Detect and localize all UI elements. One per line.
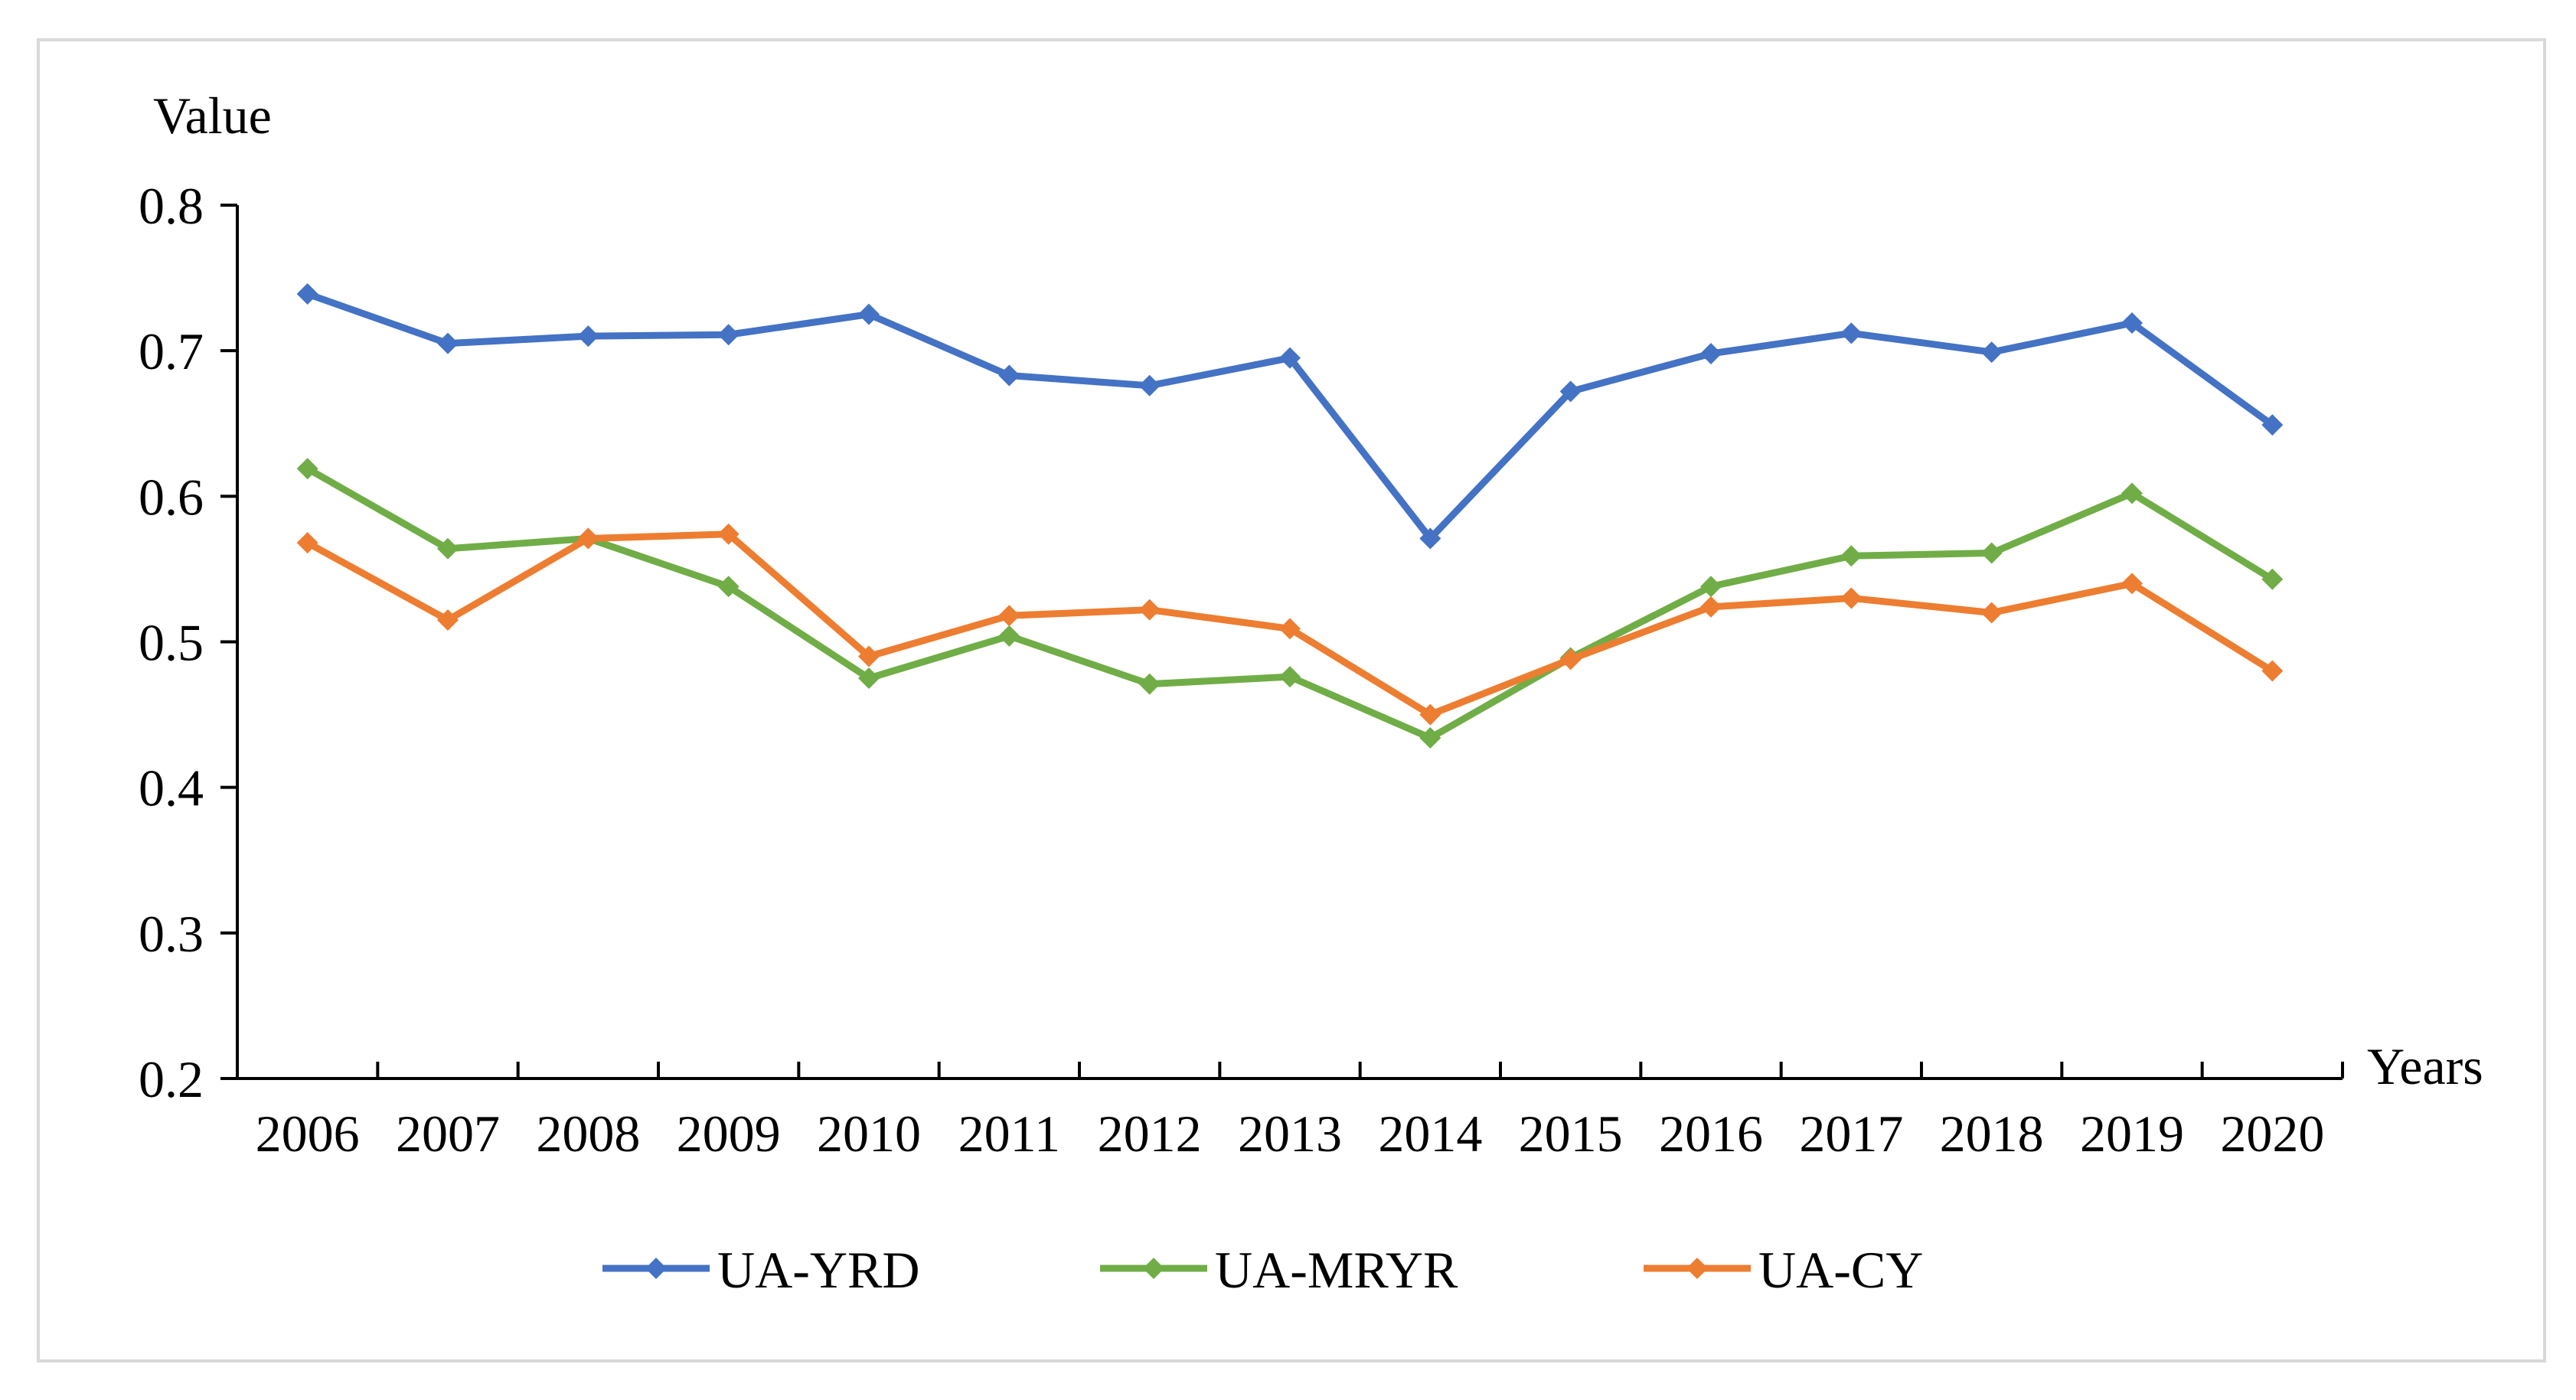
data-point-ua-cy-2008 (577, 527, 599, 550)
data-point-ua-yrd-2009 (717, 324, 739, 346)
data-point-ua-mryr-2017 (1840, 545, 1863, 567)
data-point-ua-cy-2010 (858, 645, 880, 667)
y-tick-label: 0.7 (139, 322, 204, 380)
data-point-ua-yrd-2014 (1419, 527, 1441, 550)
data-point-ua-yrd-2010 (858, 303, 880, 325)
series-line-ua-yrd (306, 290, 2274, 542)
x-axis-title: Years (2367, 1037, 2483, 1095)
data-point-ua-mryr-2007 (437, 537, 459, 560)
y-tick-label: 0.5 (139, 614, 204, 672)
data-point-ua-cy-2006 (296, 532, 318, 554)
series-ua-yrd (296, 283, 2284, 550)
data-point-ua-cy-2020 (2261, 660, 2284, 682)
data-point-ua-mryr-2020 (2261, 568, 2284, 590)
axes: 0.2 0.3 0.4 0.5 0.6 0.7 0.8 2006 2007 2008 2009 201… (139, 86, 2483, 1163)
data-point-ua-mryr-2012 (1138, 673, 1161, 695)
line-chart: 0.2 0.3 0.4 0.5 0.6 0.7 0.8 2006 2007 2008 2009 201… (139, 86, 2483, 1299)
x-tick-label-2008: 2008 (536, 1105, 640, 1163)
data-point-ua-mryr-2014 (1419, 727, 1441, 749)
y-tick-label: 0.3 (139, 905, 204, 963)
data-point-ua-yrd-2016 (1700, 342, 1722, 364)
legend-swatch-marker (1686, 1258, 1708, 1279)
data-point-ua-yrd-2019 (2121, 312, 2143, 334)
data-point-ua-cy-2013 (1279, 618, 1301, 640)
x-tick-label-2012: 2012 (1098, 1105, 1202, 1163)
x-tick-label-2006: 2006 (256, 1105, 360, 1163)
series-ua-cy (296, 523, 2284, 726)
series-ua-mryr (296, 458, 2284, 749)
x-tick-label-2009: 2009 (677, 1105, 781, 1163)
data-point-ua-yrd-2015 (1559, 380, 1582, 403)
data-point-ua-yrd-2008 (577, 325, 599, 348)
chart-frame: 0.2 0.3 0.4 0.5 0.6 0.7 0.8 2006 2007 2008 2009 201… (37, 38, 2546, 1362)
legend-label: UA-YRD (717, 1241, 919, 1299)
data-point-ua-yrd-2012 (1138, 374, 1161, 397)
x-tick-label-2018: 2018 (1940, 1105, 2044, 1163)
data-point-ua-mryr-2019 (2121, 482, 2143, 504)
data-point-ua-cy-2007 (437, 609, 459, 631)
x-tick-label-2010: 2010 (817, 1105, 921, 1163)
data-point-ua-cy-2015 (1559, 648, 1582, 671)
data-point-ua-yrd-2020 (2261, 414, 2284, 436)
data-point-ua-cy-2018 (1980, 602, 2003, 624)
data-point-ua-yrd-2017 (1840, 322, 1863, 344)
legend-item-ua-cy: UA-CY (1644, 1241, 1923, 1299)
x-tick-label-2019: 2019 (2080, 1105, 2184, 1163)
series-layer (296, 283, 2284, 749)
legend-label: UA-MRYR (1215, 1241, 1458, 1299)
x-tick-label-2011: 2011 (958, 1105, 1060, 1163)
data-point-ua-mryr-2011 (998, 625, 1020, 647)
data-point-ua-yrd-2006 (296, 283, 318, 305)
data-point-ua-mryr-2009 (717, 576, 739, 598)
data-point-ua-yrd-2013 (1279, 347, 1301, 369)
legend-item-ua-yrd: UA-YRD (602, 1241, 919, 1299)
data-point-ua-cy-2019 (2121, 573, 2143, 595)
x-tick-label-2017: 2017 (1799, 1105, 1903, 1163)
legend-label: UA-CY (1758, 1241, 1923, 1299)
x-tick-label-2013: 2013 (1238, 1105, 1342, 1163)
legend-item-ua-mryr: UA-MRYR (1100, 1241, 1458, 1299)
y-tick-label: 0.6 (139, 468, 204, 526)
data-point-ua-cy-2016 (1700, 596, 1722, 618)
y-axis-title: Value (153, 86, 272, 145)
x-tick-label-2020: 2020 (2220, 1105, 2324, 1163)
data-point-ua-mryr-2018 (1980, 542, 2003, 564)
x-tick-label-2015: 2015 (1519, 1105, 1623, 1163)
legend-swatch-marker (645, 1258, 667, 1279)
data-point-ua-mryr-2016 (1700, 576, 1722, 598)
data-point-ua-cy-2014 (1419, 703, 1441, 726)
data-point-ua-mryr-2006 (296, 458, 318, 480)
data-point-ua-yrd-2018 (1980, 341, 2003, 364)
y-tick-label: 0.4 (139, 759, 204, 817)
data-point-ua-cy-2012 (1138, 599, 1161, 621)
data-point-ua-mryr-2013 (1279, 666, 1301, 688)
x-tick-label-2016: 2016 (1659, 1105, 1763, 1163)
data-point-ua-yrd-2011 (998, 364, 1020, 387)
x-tick-label-2014: 2014 (1378, 1105, 1482, 1163)
x-tick-label-2007: 2007 (396, 1105, 500, 1163)
series-line-ua-mryr (305, 465, 2274, 742)
y-tick-label: 0.2 (139, 1050, 204, 1108)
data-point-ua-yrd-2007 (437, 332, 459, 354)
y-tick-label: 0.8 (139, 177, 204, 235)
data-point-ua-cy-2017 (1840, 587, 1863, 609)
legend-swatch-marker (1143, 1258, 1164, 1279)
legend: UA-YRD UA-MRYR UA-CY (602, 1241, 1923, 1299)
data-point-ua-cy-2011 (998, 605, 1020, 627)
data-point-ua-mryr-2010 (858, 667, 880, 690)
data-point-ua-cy-2009 (717, 523, 739, 545)
